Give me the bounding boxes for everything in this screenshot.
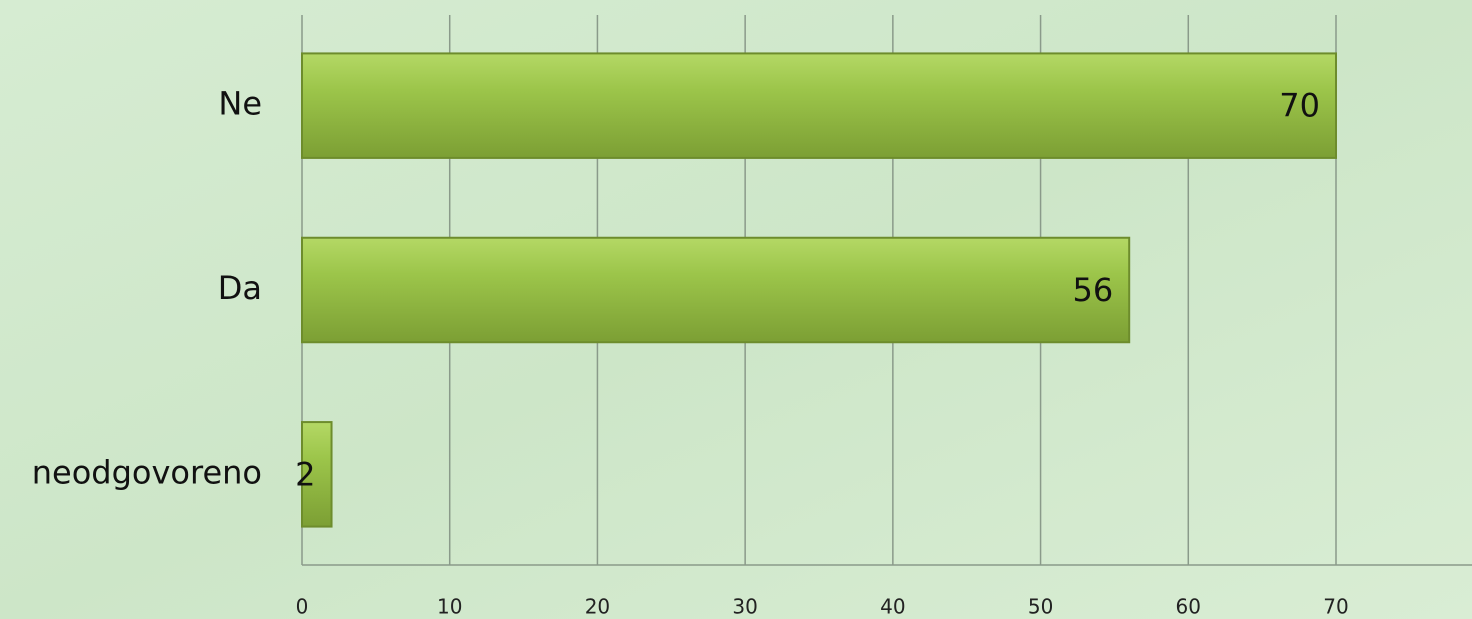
y-tick-label: neodgovoreno	[32, 453, 262, 491]
x-tick-label: 30	[732, 595, 757, 619]
data-label: 70	[1279, 87, 1320, 125]
x-tick-label: 70	[1323, 595, 1348, 619]
x-tick-label: 0	[296, 595, 309, 619]
y-tick-label: Ne	[218, 85, 262, 123]
bar	[301, 52, 1337, 159]
x-tick-label: 20	[585, 595, 610, 619]
x-tick-label: 40	[880, 595, 905, 619]
data-label: 2	[295, 455, 315, 493]
x-tick-label: 50	[1028, 595, 1053, 619]
x-tick-label: 60	[1176, 595, 1201, 619]
x-tick-label: 80	[1471, 595, 1472, 619]
y-tick-label: Da	[218, 269, 262, 307]
x-tick-label: 10	[437, 595, 462, 619]
bar	[301, 236, 1131, 344]
bar	[301, 421, 333, 528]
data-label: 56	[1072, 271, 1113, 309]
